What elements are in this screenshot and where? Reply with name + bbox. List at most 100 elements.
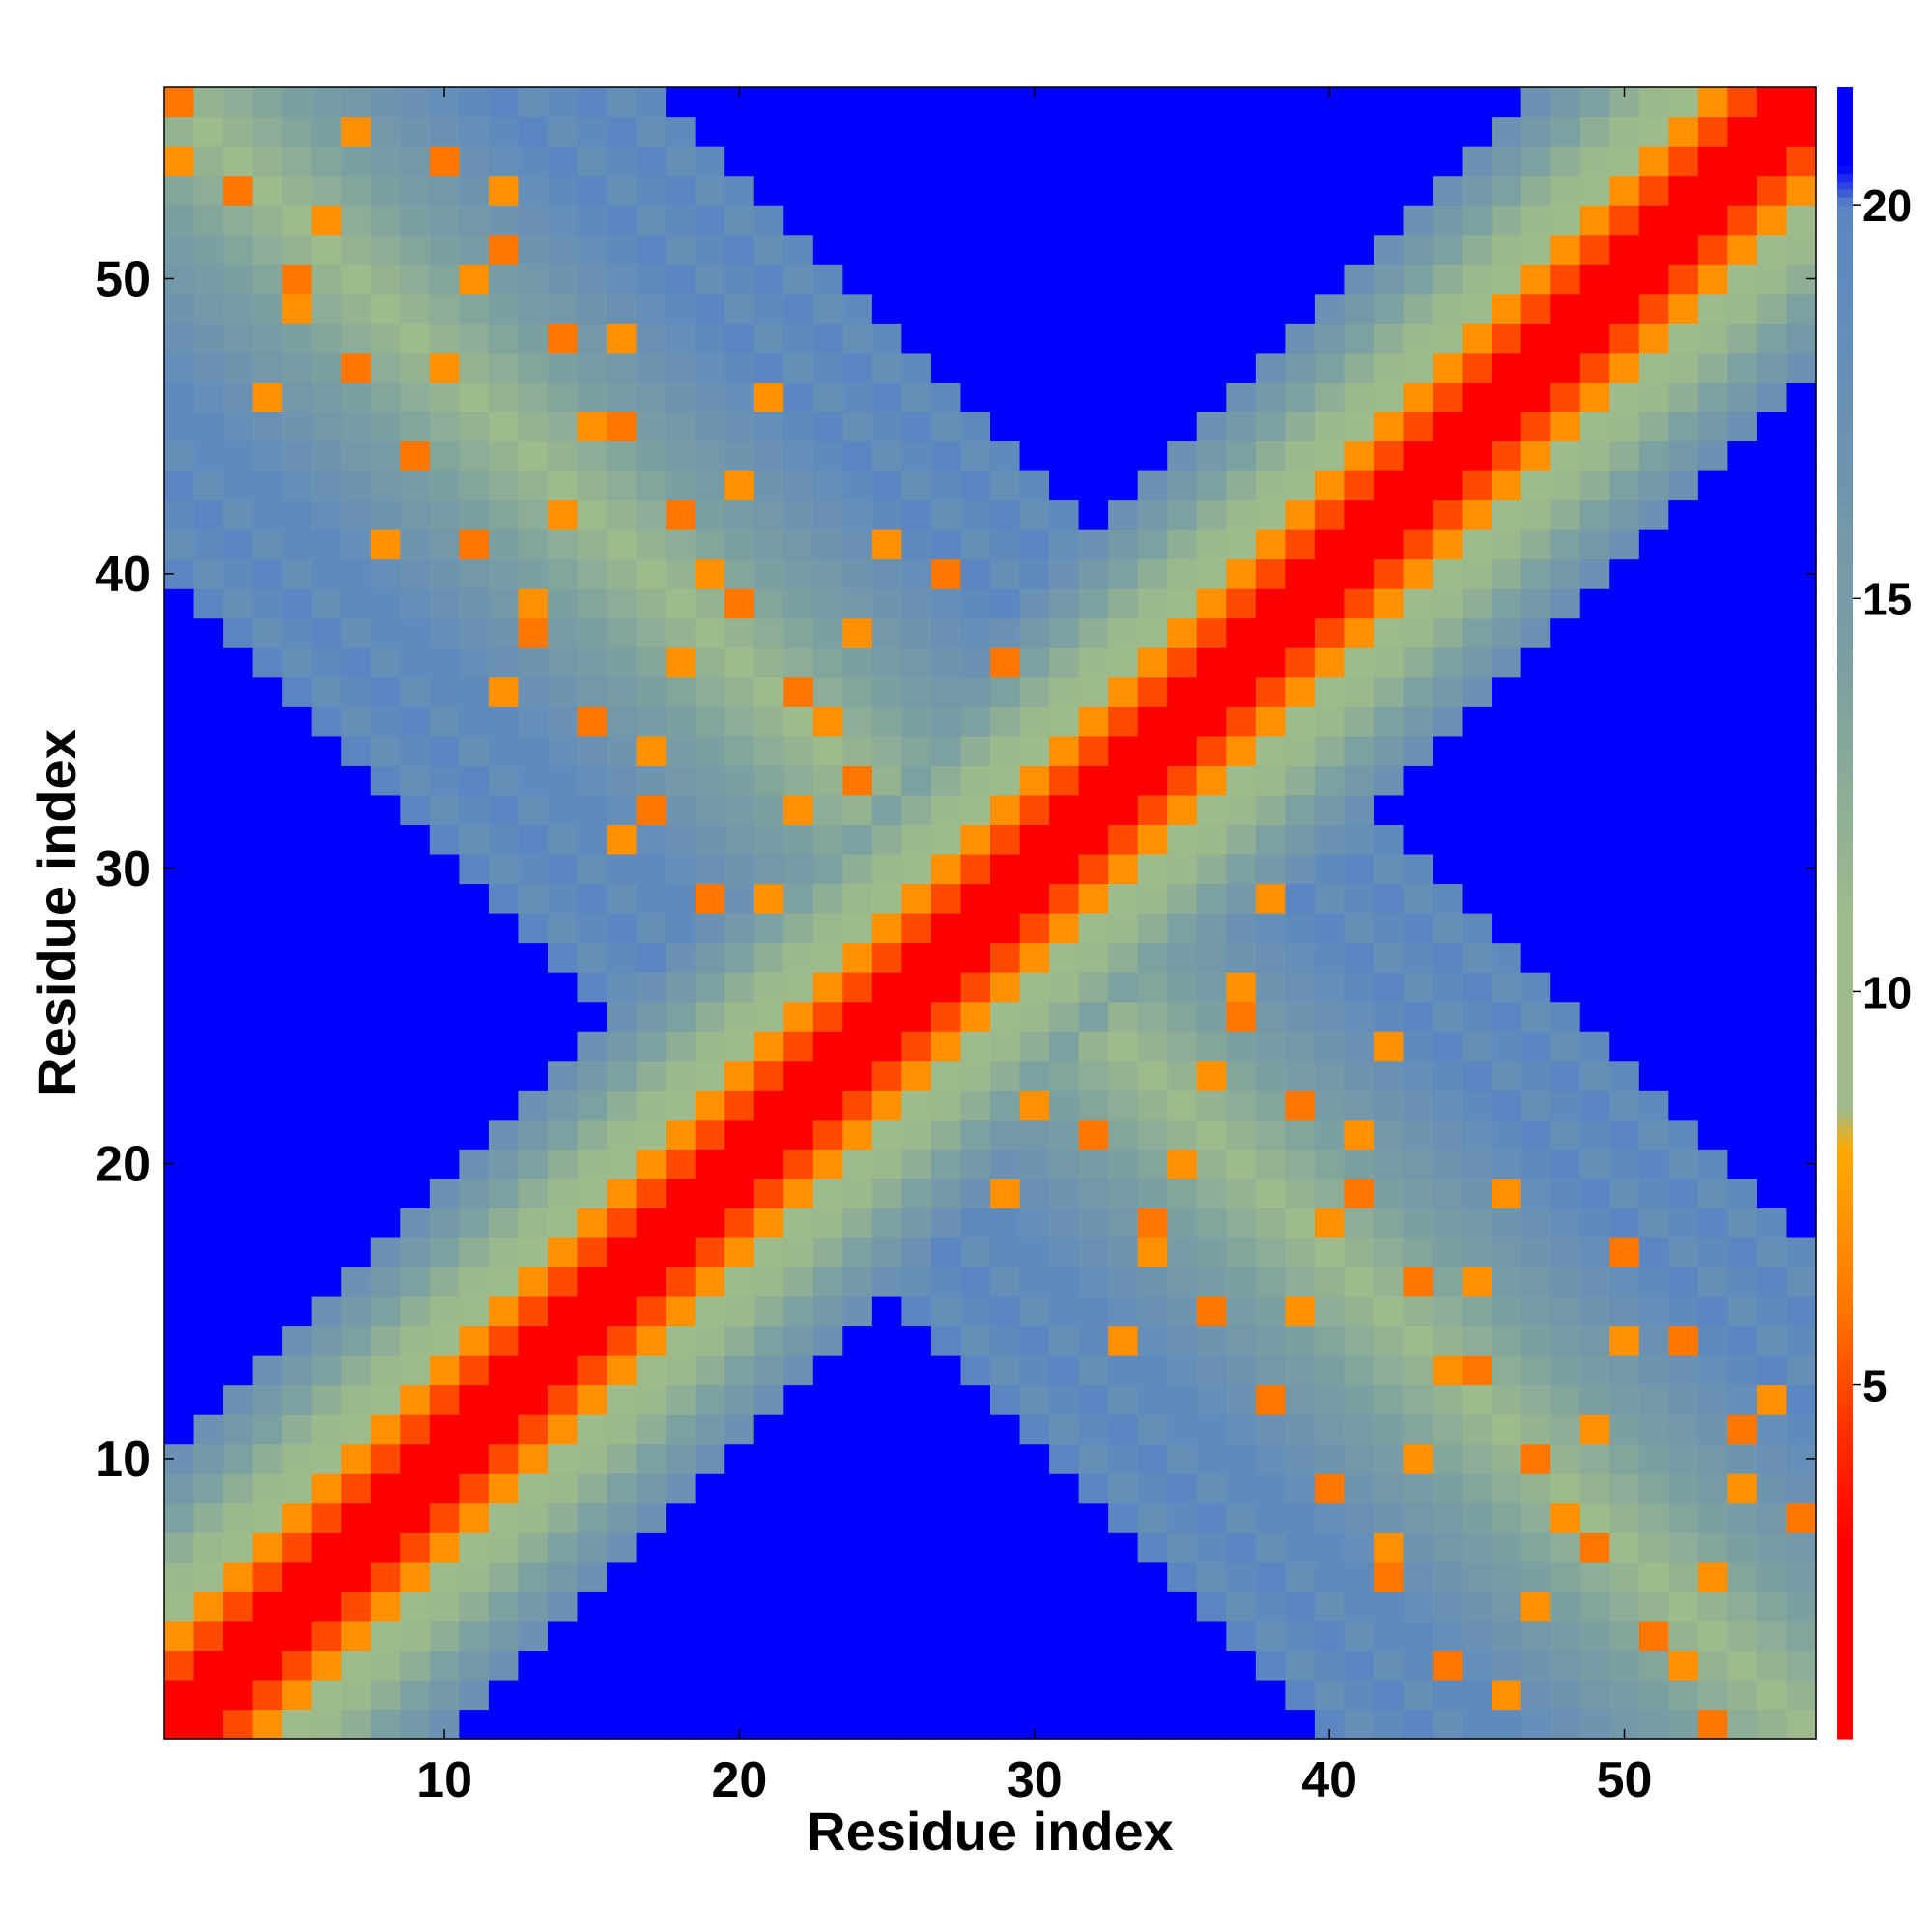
heatmap-cell — [1403, 1473, 1434, 1504]
heatmap-cell — [1403, 647, 1434, 678]
heatmap-cell — [842, 440, 873, 471]
heatmap-cell — [1727, 1443, 1758, 1474]
heatmap-cell — [901, 1178, 932, 1208]
heatmap-cell — [1697, 853, 1728, 885]
heatmap-cell — [1344, 1620, 1375, 1651]
heatmap-cell — [636, 1591, 667, 1622]
heatmap-cell — [577, 913, 608, 944]
heatmap-cell — [1433, 765, 1463, 796]
heatmap-cell — [1727, 676, 1758, 707]
heatmap-cell — [1579, 1650, 1610, 1681]
heatmap-cell — [724, 853, 755, 885]
heatmap-cell — [341, 1119, 372, 1150]
heatmap-cell — [1078, 234, 1109, 265]
heatmap-cell — [518, 913, 549, 944]
heatmap-cell — [990, 1060, 1021, 1091]
heatmap-cell — [518, 1473, 549, 1504]
heatmap-cell — [960, 1001, 991, 1032]
heatmap-cell — [341, 1502, 372, 1533]
heatmap-cell — [990, 913, 1021, 944]
heatmap-cell — [547, 1473, 579, 1504]
heatmap-cell — [724, 883, 755, 914]
heatmap-cell — [459, 205, 490, 236]
heatmap-cell — [1019, 1208, 1050, 1238]
heatmap-cell — [311, 1443, 342, 1474]
heatmap-cell — [1579, 469, 1610, 501]
heatmap-cell — [1314, 175, 1346, 206]
heatmap-cell — [930, 1295, 962, 1327]
heatmap-cell — [1638, 411, 1669, 442]
heatmap-cell — [1285, 382, 1316, 412]
heatmap-cell — [282, 234, 313, 265]
heatmap-cell — [753, 1236, 784, 1268]
heatmap-cell — [459, 1679, 490, 1711]
heatmap-cell — [1668, 1149, 1699, 1179]
colorbar-segment — [1837, 574, 1853, 583]
heatmap-cell — [282, 146, 313, 177]
colorbar-segment — [1837, 330, 1853, 340]
heatmap-cell — [666, 1650, 696, 1681]
heatmap-cell — [341, 293, 372, 324]
heatmap-cell — [1550, 1119, 1581, 1150]
heatmap-cell — [1609, 1473, 1640, 1504]
heatmap-cell — [1756, 382, 1788, 412]
heatmap-cell — [1520, 1414, 1551, 1445]
heatmap-cell — [960, 1325, 991, 1356]
heatmap-cell — [370, 1236, 401, 1268]
heatmap-cell — [753, 1325, 784, 1356]
colorbar-segment — [1837, 928, 1853, 938]
heatmap-cell — [1697, 1650, 1728, 1681]
heatmap-cell — [930, 913, 962, 944]
heatmap-cell — [842, 146, 873, 177]
heatmap-cell — [1108, 1591, 1139, 1622]
heatmap-cell — [842, 116, 873, 147]
heatmap-cell — [164, 1709, 195, 1740]
colorbar-segment — [1837, 1219, 1853, 1229]
heatmap-cell — [459, 588, 490, 619]
heatmap-cell — [930, 1532, 962, 1563]
heatmap-cell — [1373, 1060, 1405, 1091]
heatmap-cell — [193, 588, 224, 619]
heatmap-cell — [1638, 883, 1669, 914]
heatmap-cell — [488, 1650, 520, 1681]
heatmap-cell — [1727, 942, 1758, 973]
heatmap-cell — [724, 735, 755, 766]
heatmap-cell — [547, 1149, 579, 1179]
heatmap-cell — [960, 1355, 991, 1386]
heatmap-cell — [1255, 853, 1286, 885]
heatmap-cell — [1078, 1266, 1109, 1297]
heatmap-cell — [370, 942, 401, 973]
heatmap-cell — [252, 588, 283, 619]
heatmap-cell — [311, 824, 342, 855]
heatmap-cell — [282, 1384, 313, 1415]
heatmap-cell — [990, 1414, 1021, 1445]
heatmap-cell — [1697, 1236, 1728, 1268]
heatmap-cell — [1137, 116, 1168, 147]
heatmap-cell — [1609, 1060, 1640, 1091]
heatmap-cell — [1049, 1502, 1080, 1533]
heatmap-cell — [1756, 1473, 1788, 1504]
heatmap-cell — [1078, 853, 1109, 885]
colorbar-segment — [1837, 849, 1853, 859]
heatmap-cell — [724, 765, 755, 796]
heatmap-cell — [459, 1709, 490, 1740]
heatmap-cell — [164, 1060, 195, 1091]
heatmap-cell — [1078, 293, 1109, 324]
heatmap-cell — [282, 1325, 313, 1356]
heatmap-cell — [1344, 352, 1375, 383]
heatmap-cell — [164, 1295, 195, 1327]
heatmap-cell — [1049, 1208, 1080, 1238]
heatmap-cell — [1196, 1414, 1227, 1445]
heatmap-cell — [1196, 529, 1227, 560]
heatmap-cell — [370, 1001, 401, 1032]
heatmap-cell — [1550, 1620, 1581, 1651]
heatmap-cell — [607, 1650, 638, 1681]
heatmap-cell — [607, 824, 638, 855]
heatmap-cell — [547, 116, 579, 147]
heatmap-cell — [1344, 1119, 1375, 1150]
heatmap-cell — [282, 411, 313, 442]
heatmap-cell — [1433, 1208, 1463, 1238]
heatmap-cell — [577, 499, 608, 530]
heatmap-cell — [547, 1679, 579, 1711]
